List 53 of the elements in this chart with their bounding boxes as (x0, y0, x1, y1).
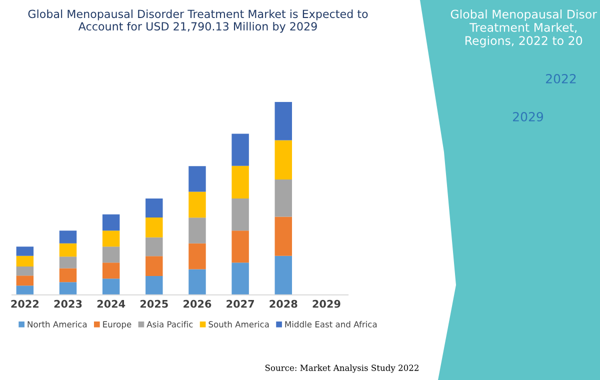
bar (188, 218, 206, 244)
bar (188, 269, 206, 295)
bar (188, 166, 206, 192)
x-tick-label: 2027 (226, 300, 254, 308)
bar (59, 268, 77, 282)
text: 2029 (513, 112, 544, 122)
bar (146, 237, 163, 256)
bar (274, 216, 292, 256)
bar (232, 198, 249, 231)
x-tick-label: 2022 (11, 300, 39, 308)
x-tick-label: 2024 (97, 300, 126, 308)
bar (16, 276, 34, 286)
x-tick-label: 2023 (54, 300, 82, 308)
bar (146, 276, 163, 295)
bar (16, 256, 34, 267)
bar (59, 256, 77, 268)
bar (232, 166, 249, 199)
bar (16, 286, 34, 295)
x-tick-label: 2029 (312, 300, 340, 308)
bar (59, 230, 77, 244)
bar (102, 246, 120, 263)
bar (102, 230, 120, 247)
legend-label: Europe (103, 321, 132, 330)
bar (274, 140, 292, 180)
bar (146, 217, 163, 238)
bar (16, 266, 34, 276)
legend-label: Middle East and Africa (285, 321, 377, 328)
bar (16, 246, 34, 256)
source-note: Source: Market Analysis Study 2022 (265, 364, 418, 373)
legend-label: North America (28, 321, 87, 328)
chart-title: Global Menopausal Disorder Treatment Market is Expected to Account for USD 21,790.13 Million by 2029 (28, 10, 368, 33)
bar (102, 278, 120, 295)
bar (274, 256, 292, 295)
bar (232, 262, 249, 295)
bar (188, 243, 206, 270)
legend-label: Asia Pacific (146, 321, 193, 328)
bar (59, 282, 77, 295)
bar (232, 134, 249, 166)
bar (274, 102, 292, 140)
bar (59, 243, 77, 257)
text: 2022 (546, 74, 576, 84)
bar (188, 192, 206, 218)
bar (146, 198, 163, 218)
x-tick-label: 2028 (270, 300, 298, 308)
bar (274, 179, 292, 217)
x-tick-label: 2025 (140, 300, 168, 308)
bar (146, 256, 163, 276)
x-tick-label: 2026 (184, 300, 212, 308)
legend-label: South America (208, 321, 269, 328)
bar (232, 230, 249, 263)
bar (102, 262, 120, 279)
text: Global Menopausal Disor Treatment Market, Regions, 2022 to 20 (450, 10, 597, 48)
bar (102, 214, 120, 231)
